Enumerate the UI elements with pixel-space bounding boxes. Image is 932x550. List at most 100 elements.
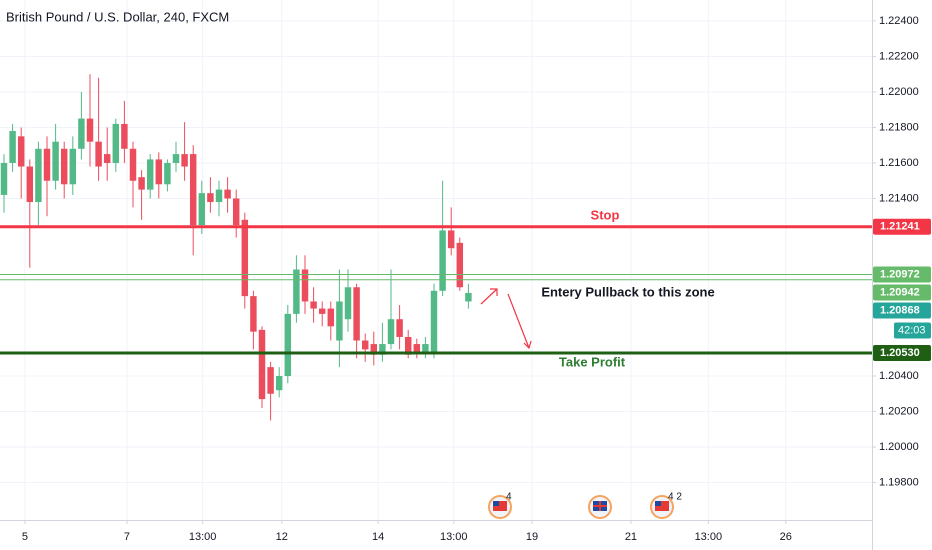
candle-body — [69, 148, 77, 185]
entry-annotation: Entery Pullback to this zone — [541, 284, 714, 299]
candle-body — [78, 118, 85, 149]
candle-body — [336, 301, 343, 341]
price-label: 1.20530 — [880, 347, 920, 359]
candle-body — [361, 340, 369, 350]
candle-body — [241, 219, 249, 297]
y-tick-label: 1.20200 — [879, 405, 919, 417]
levels — [0, 225, 872, 355]
candle-body — [379, 344, 386, 355]
candle-body — [267, 367, 274, 394]
candle-body — [129, 148, 137, 181]
arrow-down — [507, 293, 530, 349]
x-tick-label: 7 — [124, 531, 130, 543]
event-badge: 4 2 — [668, 492, 682, 503]
y-tick-label: 1.20400 — [879, 370, 919, 382]
x-tick-label: 14 — [372, 531, 384, 543]
y-tick-label: 1.22000 — [879, 86, 919, 98]
flag — [655, 501, 661, 506]
price-label: 1.20942 — [880, 286, 920, 298]
price-label-box — [873, 284, 931, 301]
stop-label: Stop — [591, 207, 620, 222]
candle-body — [275, 376, 283, 391]
axes: 1.22400 1.22200 1.22000 1.21800 1.21600 1.214… — [22, 15, 931, 543]
candle-body — [396, 319, 403, 337]
candle-body — [112, 123, 120, 163]
x-tick-label: 12 — [276, 531, 288, 543]
flag — [493, 501, 507, 511]
events: 4 4 2 — [488, 492, 682, 519]
candle-body — [301, 269, 309, 302]
price-label: 1.20868 — [880, 304, 920, 316]
y-tick-label: 1.21800 — [879, 121, 919, 133]
arrows — [480, 288, 532, 350]
price-label-box — [873, 218, 931, 235]
y-tick-label: 1.19800 — [879, 476, 919, 488]
candle-body — [198, 193, 206, 226]
x-tick-label: 5 — [22, 531, 28, 543]
candle-body — [189, 154, 197, 226]
x-tick-label: 21 — [625, 531, 637, 543]
arrow-head — [490, 288, 498, 296]
y-tick-label: 1.20000 — [879, 441, 919, 453]
candle-body — [370, 344, 378, 355]
candle-body — [447, 230, 455, 249]
y-tick-label: 1.21400 — [879, 192, 919, 204]
candles — [0, 74, 472, 421]
candle-body — [103, 154, 111, 163]
candle-body — [327, 308, 335, 327]
candle-body — [9, 131, 16, 163]
price-label-box — [873, 266, 931, 283]
grid — [0, 0, 872, 520]
x-tick-label: 13:00 — [695, 531, 723, 543]
candle-body — [232, 198, 240, 226]
x-tick-label: 26 — [780, 531, 792, 543]
candle-body — [430, 290, 438, 353]
price-label: 1.21241 — [880, 221, 920, 233]
candle-body — [181, 154, 188, 167]
candle-body — [155, 159, 163, 185]
candle-body — [387, 319, 395, 345]
candle-body — [0, 162, 8, 195]
candle-body — [413, 344, 421, 353]
candle-body — [439, 230, 446, 291]
candle-body — [250, 296, 257, 332]
price-label-box — [873, 302, 931, 319]
candle-body — [43, 148, 51, 181]
candle-body — [224, 189, 231, 199]
candle-body — [422, 344, 429, 353]
arrow-up — [480, 288, 498, 305]
y-tick-label: 1.22200 — [879, 50, 919, 62]
arrow-head — [523, 340, 532, 350]
candle-body — [310, 301, 317, 309]
candle-body — [215, 189, 223, 203]
candle-body — [86, 118, 94, 142]
x-tick-label: 13:00 — [440, 531, 468, 543]
candle-body — [258, 329, 266, 400]
y-tick-label: 1.22400 — [879, 15, 919, 27]
y-tick-label: 1.21600 — [879, 157, 919, 169]
countdown-box — [894, 322, 931, 339]
candle-body — [207, 193, 214, 203]
x-tick-label: 19 — [526, 531, 538, 543]
candle-body — [95, 141, 102, 167]
take-profit-label: Take Profit — [559, 354, 626, 369]
x-tick-label: 13:00 — [189, 531, 217, 543]
price-label: 1.20972 — [880, 268, 920, 280]
candle-body — [138, 177, 145, 190]
candle-body — [52, 141, 59, 181]
candle-body — [26, 166, 34, 203]
candle-body — [164, 162, 171, 185]
countdown: 42:03 — [898, 324, 926, 336]
candle-body — [284, 313, 292, 377]
event-badge: 4 — [506, 492, 512, 503]
candle-body — [17, 136, 25, 167]
candle-body — [456, 242, 464, 288]
candle-body — [121, 123, 128, 149]
flag — [493, 501, 499, 506]
candle-body — [35, 148, 42, 203]
candle-body — [344, 287, 352, 320]
chart-title: British Pound / U.S. Dollar, 240, FXCM — [6, 9, 229, 24]
candle-body — [293, 269, 300, 314]
